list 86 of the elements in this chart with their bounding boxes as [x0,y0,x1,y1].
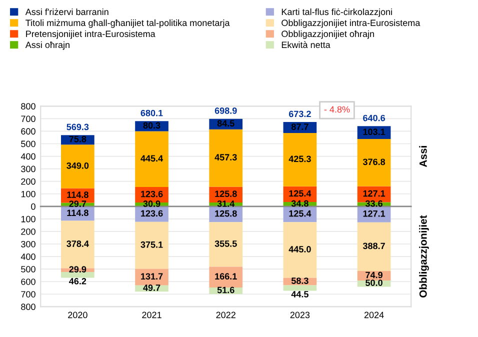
data-label: 46.2 [69,278,86,284]
x-tick-label: 2020 [68,312,88,318]
text: Assi [419,146,427,168]
bar [209,222,243,267]
legend-label: Obbligazzjonijiet oħrajn [282,30,374,39]
total-label: 640.6 [363,114,386,122]
data-label: 375.1 [140,241,163,248]
y-tick-label: 700 [21,291,36,298]
data-label: 74.9 [366,272,382,278]
data-label: 29.9 [69,266,86,273]
data-label: 84.5 [217,120,234,127]
data-label: 131.7 [141,273,163,280]
total-label: 698.9 [214,108,237,114]
y-tick-label: 200 [21,228,36,235]
y-tick-label: 100 [21,216,36,222]
x-tick-label: 2022 [216,312,236,318]
legend-label: Pretensjonijiet intra-Eurosistema [26,30,156,39]
legend-label: Karti tal-flus fiċ-ċirkolazzjoni [282,8,392,17]
bar [357,222,391,272]
data-label: 127.1 [363,190,386,197]
data-label: 355.5 [214,240,237,247]
data-label: 87.7 [291,124,308,130]
data-label: 388.7 [362,242,385,250]
legend-label: Ekwità netta [282,41,330,48]
legend-label: Titoli miżmuma għall-għanijiet tal-politika monetarja [26,19,230,28]
data-label: 349.0 [66,162,89,169]
data-label: 75.8 [69,136,86,142]
data-label: 103.1 [363,128,386,136]
bar [61,272,94,278]
data-label: 125.8 [215,190,237,198]
bar [61,144,94,188]
data-label: 51.6 [217,286,234,294]
y-tick-label: 200 [21,178,36,185]
y-tick-label: 300 [21,240,36,248]
total-label: 680.1 [140,110,163,116]
y-tick-label: 100 [21,190,36,198]
data-label: 49.7 [143,284,160,291]
legend-label: Assi oħrajn [25,41,70,50]
bar [135,131,168,188]
total-label: 569.3 [66,124,89,130]
annotation: - 4.8% [324,106,350,113]
y-tick-label: 400 [20,153,36,160]
y-tick-label: 500 [21,140,36,148]
x-tick-label: 2021 [142,312,162,318]
y-tick-label: 600 [21,278,36,285]
y-tick-label: 0 [31,203,36,210]
y-tick-label: 400 [20,254,36,260]
data-label: 425.3 [288,156,311,162]
y-tick-label: 500 [21,266,36,272]
bar [209,266,243,288]
data-label: 114.8 [67,192,88,198]
data-label: 123.6 [141,190,163,198]
data-label: 166.1 [215,273,237,280]
bar [357,139,391,186]
y-tick-label: 800 [21,304,36,310]
y-tick-label: 300 [21,166,36,172]
y-tick-label: 800 [21,103,36,110]
bar [283,222,317,278]
bar [283,133,317,186]
total-label: 673.2 [288,110,311,118]
data-label: 44.5 [291,291,308,298]
x-tick-label: 2024 [364,312,384,318]
data-label: 127.1 [363,210,386,217]
data-label: 125.4 [289,190,312,197]
data-label: 378.4 [66,240,89,247]
legend-label: Obbligazzjonijiet intra-Eurosistema [282,19,420,28]
data-label: 376.8 [362,158,386,166]
data-label: 34.8 [291,200,308,207]
data-label: 445.4 [140,155,164,162]
data-label: 125.4 [289,210,312,217]
data-label: 114.8 [67,210,88,216]
data-label: 457.3 [214,154,237,160]
data-label: 50.0 [366,280,382,286]
legend-label: Assi f'riżervi barranin [25,8,108,16]
y-tick-label: 700 [21,116,36,122]
data-label: 125.8 [215,210,237,217]
bar [283,285,317,291]
data-label: 58.3 [291,278,308,284]
data-label: 445.0 [288,246,311,252]
bar [135,222,168,269]
bar [209,129,243,187]
y-tick-label: 600 [21,128,36,135]
data-label: 80.3 [143,122,160,129]
data-label: 123.6 [141,210,163,217]
x-tick-label: 2023 [290,312,310,318]
text: Obbligazzjonijiet [419,215,429,298]
